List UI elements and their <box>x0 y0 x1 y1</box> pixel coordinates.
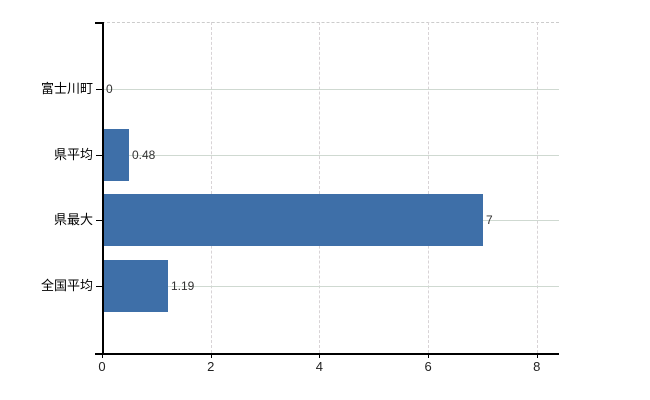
v-gridline <box>428 22 430 353</box>
y-tick <box>96 89 102 90</box>
x-tick-label: 2 <box>207 359 215 374</box>
bar <box>103 128 129 181</box>
y-axis-top-cap <box>95 22 102 24</box>
h-gridline <box>102 154 559 156</box>
x-tick <box>319 353 321 358</box>
bar <box>103 259 168 312</box>
v-gridline <box>536 22 538 353</box>
x-tick <box>428 353 430 358</box>
x-tick-label: 8 <box>533 359 541 374</box>
v-gridline <box>210 22 212 353</box>
x-tick-label: 4 <box>315 359 323 374</box>
bar <box>103 194 483 246</box>
category-label: 県最大 <box>53 212 93 227</box>
value-label: 1.19 <box>171 278 195 293</box>
category-label: 富士川町 <box>40 81 93 96</box>
h-gridline <box>102 285 559 287</box>
category-label: 県平均 <box>53 146 93 162</box>
x-tick-label: 6 <box>424 359 432 374</box>
y-tick <box>96 285 102 287</box>
x-tick <box>102 353 103 358</box>
h-gridline <box>102 89 559 90</box>
plot-top-border <box>102 22 559 23</box>
value-label: 0.48 <box>132 147 156 162</box>
value-label: 0 <box>106 82 113 96</box>
x-tick <box>210 353 212 358</box>
v-gridline <box>319 22 321 353</box>
x-tick <box>536 353 538 358</box>
y-axis <box>102 22 104 353</box>
value-label: 7 <box>486 213 493 227</box>
category-label: 全国平均 <box>40 277 93 293</box>
y-tick <box>96 220 102 221</box>
x-tick-label: 0 <box>98 359 106 374</box>
x-axis <box>95 353 559 355</box>
y-tick <box>96 154 102 156</box>
